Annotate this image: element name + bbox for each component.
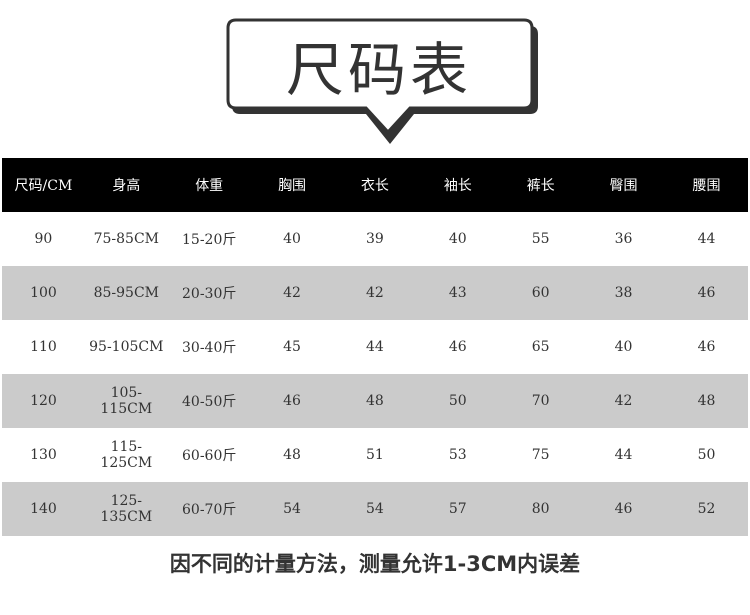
column-header: 体重 <box>195 178 224 194</box>
column-header: 臀围 <box>609 178 638 194</box>
table-cell: 60-60斤 <box>182 448 237 464</box>
table-cell: 95-105CM <box>89 339 164 355</box>
table-cell: 43 <box>448 285 467 301</box>
table-cell: 70 <box>531 393 550 409</box>
table-cell: 42 <box>366 285 384 301</box>
table-cell: 54 <box>366 501 384 517</box>
table-cell: 38 <box>614 285 633 301</box>
table-row: 90 75-85CM 15-20斤 40 39 40 55 36 44 <box>2 212 748 266</box>
table-cell: 90 <box>34 231 53 247</box>
table-cell: 50 <box>697 447 716 463</box>
table-cell: 55 <box>531 231 550 247</box>
table-row: 100 85-95CM 20-30斤 42 42 43 60 38 46 <box>2 266 748 320</box>
column-header: 胸围 <box>278 178 307 194</box>
table-cell: 80 <box>531 501 550 517</box>
table-cell: 115-125CM <box>100 439 153 471</box>
table-header-row: 尺码/CM 身高 体重 胸围 衣长 袖长 裤长 臀围 腰围 <box>2 158 748 212</box>
column-header: 袖长 <box>443 178 472 194</box>
table-cell: 57 <box>448 501 467 517</box>
table-cell: 40 <box>448 231 467 247</box>
table-cell: 48 <box>366 393 384 409</box>
table-row: 110 95-105CM 30-40斤 45 44 46 65 40 46 <box>2 320 748 374</box>
table-cell: 15-20斤 <box>182 232 237 248</box>
table-cell: 75-85CM <box>93 231 160 247</box>
table-cell: 105-115CM <box>100 385 153 417</box>
table-cell: 46 <box>697 285 716 301</box>
column-header: 裤长 <box>526 178 555 194</box>
table-cell: 45 <box>283 339 301 355</box>
table-cell: 51 <box>366 447 384 463</box>
page-title: 尺码表 <box>285 36 472 104</box>
table-cell: 110 <box>30 339 57 355</box>
table-cell: 120 <box>30 393 57 409</box>
table-cell: 42 <box>283 285 301 301</box>
column-header: 衣长 <box>360 178 389 194</box>
table-cell: 85-95CM <box>93 285 160 301</box>
table-row: 140 125-135CM 60-70斤 54 54 57 80 46 52 <box>2 482 748 536</box>
table-cell: 46 <box>614 501 633 517</box>
table-cell: 60-70斤 <box>182 502 237 518</box>
table-cell: 20-30斤 <box>182 286 237 302</box>
table-cell: 65 <box>531 339 550 355</box>
table-cell: 40 <box>283 231 301 247</box>
table-cell: 48 <box>697 393 716 409</box>
table-cell: 50 <box>448 393 467 409</box>
table-cell: 44 <box>614 447 633 463</box>
table-cell: 42 <box>614 393 633 409</box>
table-cell: 125-135CM <box>100 493 153 525</box>
table-cell: 46 <box>448 339 467 355</box>
table-cell: 130 <box>30 447 57 463</box>
table-cell: 48 <box>283 447 301 463</box>
column-header: 尺码/CM <box>14 178 73 194</box>
table-cell: 75 <box>531 447 550 463</box>
table-row: 130 115-125CM 60-60斤 48 51 53 75 44 50 <box>2 428 748 482</box>
measurement-note: 因不同的计量方法，测量允许1-3CM内误差 <box>169 552 581 576</box>
table-cell: 46 <box>283 393 301 409</box>
table-row: 120 105-115CM 40-50斤 46 48 50 70 42 48 <box>2 374 748 428</box>
title-speech-bubble <box>226 18 538 144</box>
table-cell: 44 <box>697 231 716 247</box>
table-cell: 140 <box>30 501 57 517</box>
table-cell: 52 <box>697 501 716 517</box>
size-table: 尺码/CM 身高 体重 胸围 衣长 袖长 裤长 臀围 腰围 90 75-85CM 15-20斤 40 3… <box>2 158 748 536</box>
table-cell: 54 <box>283 501 301 517</box>
table-cell: 46 <box>697 339 716 355</box>
table-cell: 40 <box>614 339 633 355</box>
table-cell: 39 <box>366 231 384 247</box>
table-cell: 36 <box>614 231 633 247</box>
column-header: 腰围 <box>692 178 721 194</box>
table-cell: 53 <box>448 447 467 463</box>
column-header: 身高 <box>112 178 141 194</box>
table-cell: 60 <box>531 285 550 301</box>
table-cell: 44 <box>366 339 384 355</box>
table-cell: 30-40斤 <box>182 340 237 356</box>
table-cell: 100 <box>30 285 57 301</box>
table-cell: 40-50斤 <box>182 394 237 410</box>
